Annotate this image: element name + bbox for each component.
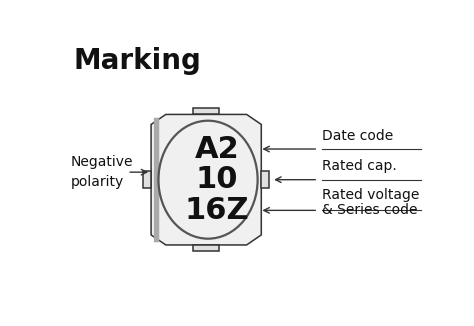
Text: Rated voltage: Rated voltage bbox=[322, 188, 419, 202]
Polygon shape bbox=[193, 108, 219, 114]
Polygon shape bbox=[143, 171, 151, 188]
Text: polarity: polarity bbox=[70, 175, 124, 189]
Text: Rated cap.: Rated cap. bbox=[322, 159, 397, 173]
Text: Marking: Marking bbox=[74, 47, 202, 75]
Text: Date code: Date code bbox=[322, 129, 393, 143]
Text: A2: A2 bbox=[195, 135, 239, 164]
Text: & Series code: & Series code bbox=[322, 203, 418, 217]
Text: 16Z: 16Z bbox=[185, 196, 249, 225]
Polygon shape bbox=[261, 171, 269, 188]
Polygon shape bbox=[151, 114, 261, 245]
Text: Negative: Negative bbox=[70, 155, 133, 169]
Text: 10: 10 bbox=[196, 165, 238, 194]
Polygon shape bbox=[193, 245, 219, 251]
